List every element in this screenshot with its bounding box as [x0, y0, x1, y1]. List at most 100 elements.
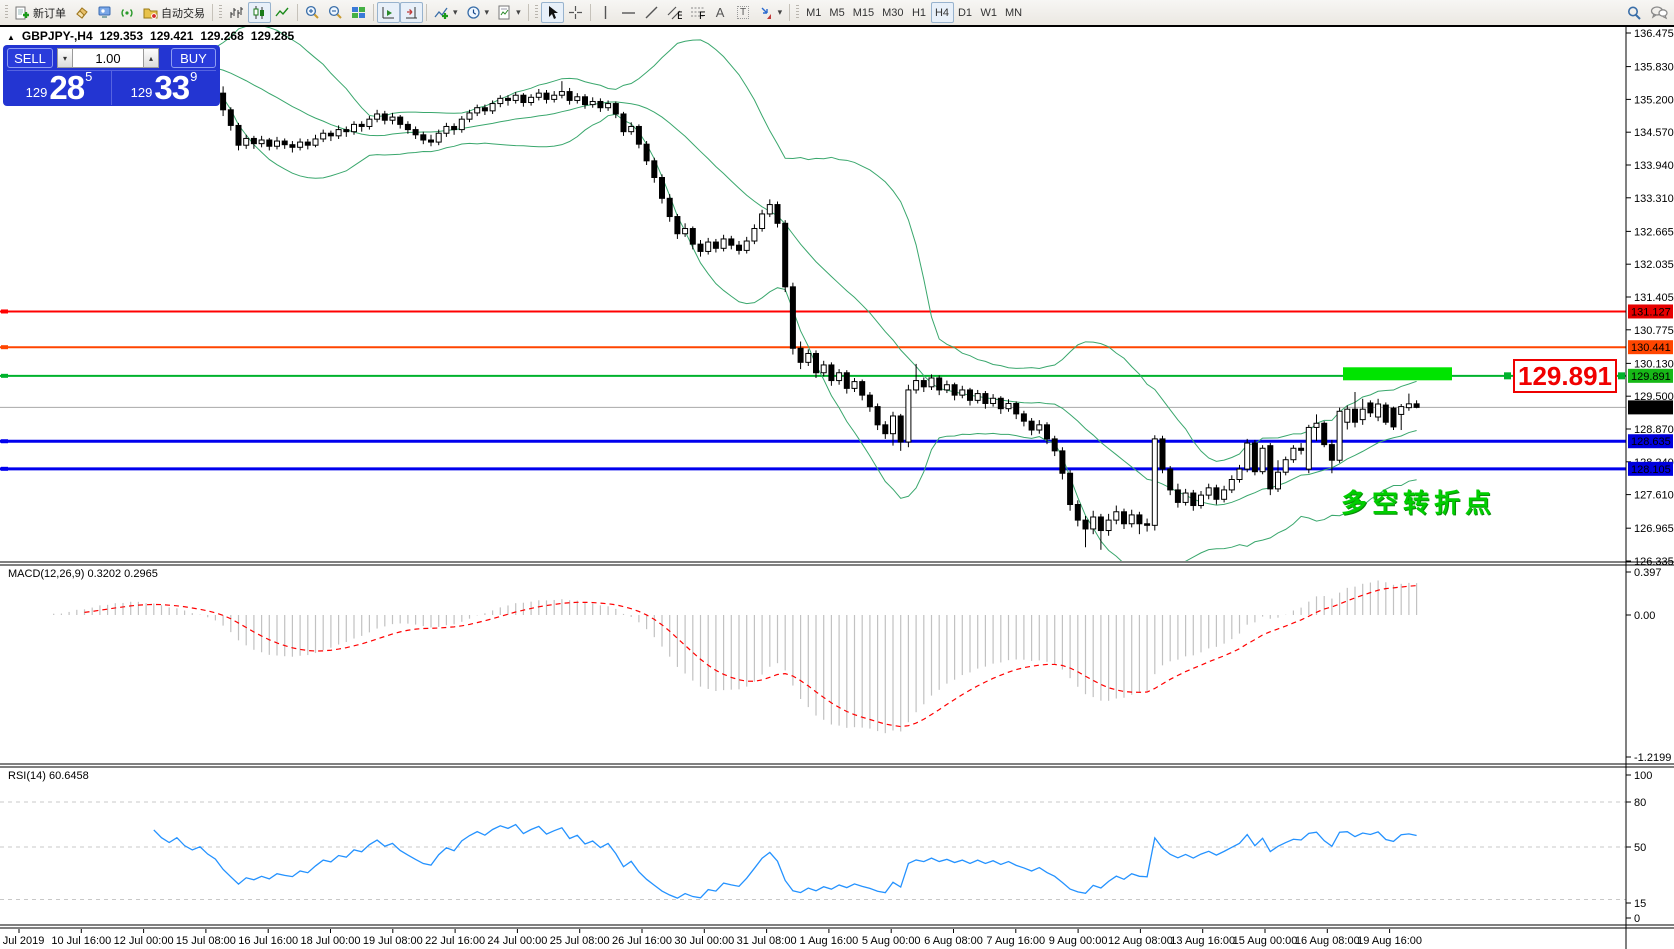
eraser-button[interactable]: [70, 2, 93, 23]
periods-button[interactable]: ▾: [462, 2, 494, 23]
svg-text:128.635: 128.635: [1631, 436, 1671, 448]
svg-text:12 Aug 08:00: 12 Aug 08:00: [1108, 935, 1173, 947]
horizontal-line-tool-button[interactable]: [617, 2, 640, 23]
volume-decrease-button[interactable]: ▾: [57, 48, 73, 68]
search-button[interactable]: [1622, 2, 1646, 23]
terminal-button[interactable]: [93, 2, 116, 23]
channel-tool-button[interactable]: E: [663, 2, 686, 23]
price-axis[interactable]: [1627, 26, 1674, 929]
bollinger-lower-band: [192, 82, 1417, 561]
new-order-button[interactable]: 新订单: [11, 2, 70, 23]
svg-text:6 Aug 08:00: 6 Aug 08:00: [924, 935, 983, 947]
rsi-indicator-label: RSI(14) 60.6458: [8, 770, 89, 782]
chat-button[interactable]: [1646, 2, 1672, 23]
sell-price-pip: 5: [85, 69, 93, 84]
symbol-name: GBPJPY-,H4: [21, 29, 93, 43]
label-anchor-marker[interactable]: [1618, 372, 1625, 380]
vertical-line-tool-button[interactable]: [594, 2, 617, 23]
hline-left-marker[interactable]: [1, 309, 8, 314]
axis-badge-130.441: [1628, 340, 1673, 355]
volume-increase-button[interactable]: ▴: [143, 48, 159, 68]
line-chart-type-button[interactable]: [271, 2, 294, 23]
zoom-in-button[interactable]: [301, 2, 324, 23]
bar-chart-type-button[interactable]: [225, 2, 248, 23]
add-indicator-button[interactable]: ▾: [430, 2, 462, 23]
auto-scroll-button[interactable]: [377, 2, 400, 23]
timeframe-m30-button[interactable]: M30: [882, 6, 904, 19]
svg-text:132.035: 132.035: [1634, 259, 1674, 271]
sell-button[interactable]: SELL: [7, 48, 53, 68]
chart-shift-button[interactable]: [400, 2, 423, 23]
zoom-out-button[interactable]: [324, 2, 347, 23]
macd-panel[interactable]: [46, 580, 1418, 734]
svg-text:5 Aug 00:00: 5 Aug 00:00: [862, 935, 921, 947]
svg-text:E: E: [677, 10, 682, 20]
timeframe-m1-button[interactable]: M1: [806, 6, 822, 19]
timeframe-h1-button[interactable]: H1: [911, 6, 927, 19]
label-anchor-marker[interactable]: [1504, 372, 1511, 380]
tile-windows-button[interactable]: [347, 2, 370, 23]
trendline-tool-button[interactable]: [640, 2, 663, 23]
toolbar-separator: [527, 4, 529, 21]
cursor-icon: [545, 5, 560, 20]
svg-text:133.940: 133.940: [1634, 160, 1674, 172]
toolbar-drag-handle[interactable]: [5, 5, 8, 20]
buy-button[interactable]: BUY: [171, 48, 216, 68]
timeframe-m15-button[interactable]: M15: [852, 6, 875, 19]
cursor-tool-button[interactable]: [540, 2, 564, 23]
svg-text:132.665: 132.665: [1634, 226, 1674, 238]
toolbar-drag-handle[interactable]: [534, 5, 538, 20]
price-annotation-label[interactable]: 129.891: [1513, 359, 1617, 393]
highlight-rectangle[interactable]: [1343, 367, 1452, 381]
svg-text:129.285: 129.285: [1631, 402, 1671, 414]
timeframe-w1-button[interactable]: W1: [980, 6, 998, 19]
dropdown-caret-icon: ▾: [777, 7, 783, 17]
toolbar-drag-handle[interactable]: [219, 5, 222, 20]
auto-scroll-icon: [381, 5, 396, 20]
svg-text:26 Jul 16:00: 26 Jul 16:00: [612, 935, 672, 947]
svg-text:31 Jul 08:00: 31 Jul 08:00: [737, 935, 797, 947]
vertical-line-icon: [598, 5, 613, 20]
fibonacci-icon: F: [690, 5, 705, 20]
svg-text:126.335: 126.335: [1634, 556, 1674, 568]
svg-text:15 Aug 00:00: 15 Aug 00:00: [1233, 935, 1298, 947]
volume-input[interactable]: [73, 48, 143, 68]
svg-text:131.127: 131.127: [1631, 306, 1671, 318]
crosshair-icon: [568, 5, 583, 20]
templates-button[interactable]: ▾: [493, 2, 525, 23]
text-a-icon: A: [715, 5, 725, 20]
crosshair-tool-button[interactable]: [564, 2, 587, 23]
hline-left-marker[interactable]: [1, 466, 8, 471]
main-price-panel[interactable]: [0, 25, 1626, 574]
timeframe-h4-button[interactable]: H4: [930, 2, 954, 23]
hline-left-marker[interactable]: [1, 345, 8, 350]
toolbar-drag-handle[interactable]: [796, 5, 800, 20]
sell-price[interactable]: 129 28 5: [7, 69, 112, 105]
arrows-tool-button[interactable]: ▾: [755, 2, 787, 23]
svg-text:129.891: 129.891: [1631, 371, 1671, 383]
hline-left-marker[interactable]: [1, 373, 8, 378]
candlestick-type-button[interactable]: [248, 2, 271, 23]
svg-text:16 Aug 08:00: 16 Aug 08:00: [1295, 935, 1360, 947]
timeframe-m5-button[interactable]: M5: [829, 6, 845, 19]
text-label-icon: T: [737, 6, 750, 19]
fibonacci-tool-button[interactable]: F: [686, 2, 709, 23]
hline-left-marker[interactable]: [1, 439, 8, 444]
autotrade-button[interactable]: 自动交易: [139, 2, 209, 23]
buy-price[interactable]: 129 33 9: [112, 69, 216, 105]
text-label-tool-button[interactable]: T: [732, 2, 755, 23]
collapse-panel-icon[interactable]: ▲: [7, 33, 15, 42]
signal-button[interactable]: [116, 2, 139, 23]
turning-point-annotation[interactable]: 多空转折点: [1341, 488, 1497, 518]
toolbar-separator: [789, 4, 791, 21]
new-order-label: 新订单: [33, 7, 66, 20]
svg-text:18 Jul 00:00: 18 Jul 00:00: [301, 935, 361, 947]
rsi-panel[interactable]: [0, 801, 1626, 900]
timeframe-mn-button[interactable]: MN: [1005, 6, 1023, 19]
trendline-icon: [644, 5, 659, 20]
timeframe-d1-button[interactable]: D1: [957, 6, 973, 19]
text-tool-button[interactable]: A: [709, 2, 732, 23]
svg-text:10 Jul 16:00: 10 Jul 16:00: [51, 935, 111, 947]
time-axis[interactable]: [0, 929, 1626, 949]
